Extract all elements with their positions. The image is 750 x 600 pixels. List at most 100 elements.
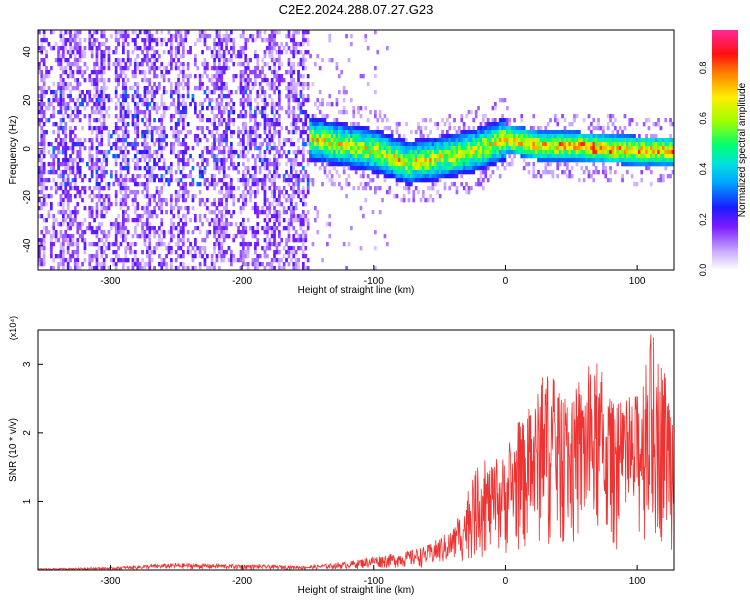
heatmap-cell: [225, 182, 228, 187]
heatmap-cell: [40, 178, 44, 183]
heatmap-cell: [158, 66, 161, 71]
heatmap-cell: [230, 146, 233, 151]
heatmap-cell: [38, 242, 41, 247]
heatmap-cell: [42, 198, 46, 203]
heatmap-cell: [561, 170, 564, 175]
heatmap-cell: [93, 66, 96, 71]
heatmap-cell: [426, 158, 430, 163]
heatmap-cell: [218, 246, 221, 251]
heatmap-cell: [105, 182, 108, 187]
heatmap-cell: [95, 210, 99, 215]
heatmap-cell: [354, 154, 358, 159]
heatmap-cell: [242, 222, 245, 227]
heatmap-cell: [64, 30, 68, 35]
heatmap-cell: [460, 134, 464, 139]
heatmap-cell: [215, 162, 219, 167]
heatmap-cell: [71, 74, 75, 79]
heatmap-cell: [285, 258, 288, 263]
heatmap-cell: [160, 218, 164, 223]
heatmap-cell: [220, 38, 224, 43]
heatmap-cell: [455, 150, 459, 155]
heatmap-cell: [194, 102, 197, 107]
heatmap-cell: [42, 114, 46, 119]
heatmap-cell: [88, 158, 92, 163]
heatmap-cell: [587, 146, 591, 151]
heatmap-cell: [544, 170, 548, 175]
heatmap-cell: [395, 162, 399, 167]
heatmap-cell: [256, 126, 260, 131]
heatmap-cell: [95, 182, 99, 187]
heatmap-cell: [112, 242, 116, 247]
heatmap-cell: [294, 258, 298, 263]
heatmap-cell: [390, 138, 394, 143]
heatmap-cell: [134, 154, 137, 159]
heatmap-cell: [558, 142, 562, 147]
heatmap-cell: [268, 162, 272, 167]
heatmap-cell: [254, 118, 257, 123]
heatmap-cell: [318, 102, 322, 107]
heatmap-cell: [530, 138, 533, 143]
heatmap-cell: [263, 158, 267, 163]
heatmap-cell: [302, 186, 305, 191]
heatmap-cell: [386, 142, 389, 147]
heatmap-cell: [592, 118, 596, 123]
heatmap-cell: [95, 258, 99, 263]
heatmap-cell: [599, 150, 603, 155]
heatmap-cell: [136, 218, 140, 223]
heatmap-cell: [167, 78, 171, 83]
heatmap-cell: [254, 170, 257, 175]
heatmap-cell: [239, 46, 243, 51]
heatmap-cell: [270, 98, 274, 103]
heatmap-cell: [186, 266, 190, 270]
heatmap-cell: [150, 38, 154, 43]
heatmap-cell: [100, 138, 104, 143]
heatmap-cell: [218, 86, 221, 91]
heatmap-cell: [40, 134, 44, 139]
heatmap-cell: [158, 86, 161, 91]
heatmap-cell: [292, 226, 296, 231]
heatmap-cell: [302, 58, 305, 63]
heatmap-cell: [458, 134, 461, 139]
heatmap-cell: [544, 126, 548, 131]
heatmap-cell: [582, 142, 586, 147]
heatmap-cell: [419, 198, 423, 203]
heatmap-cell: [338, 142, 341, 147]
heatmap-cell: [311, 154, 315, 159]
heatmap-cell: [458, 170, 461, 175]
heatmap-cell: [297, 258, 300, 263]
heatmap-cell: [215, 158, 219, 163]
heatmap-cell: [131, 262, 135, 267]
heatmap-cell: [400, 142, 404, 147]
heatmap-cell: [431, 146, 435, 151]
heatmap-cell: [563, 150, 567, 155]
heatmap-cell: [285, 170, 288, 175]
heatmap-cell: [458, 154, 461, 159]
heatmap-cell: [78, 70, 82, 75]
heatmap-cell: [278, 114, 281, 119]
heatmap-cell: [287, 254, 291, 259]
heatmap-cell: [350, 34, 353, 39]
heatmap-cell: [280, 266, 284, 270]
heatmap-cell: [57, 50, 60, 55]
heatmap-cell: [467, 130, 471, 135]
heatmap-cell: [333, 166, 336, 171]
heatmap-cell: [393, 150, 396, 155]
heatmap-cell: [158, 126, 161, 131]
heatmap-cell: [141, 258, 144, 263]
heatmap-cell: [59, 230, 63, 235]
heatmap-cell: [472, 162, 476, 167]
heatmap-cell: [530, 134, 533, 139]
heatmap-cell: [143, 222, 147, 227]
heatmap-cell: [210, 50, 214, 55]
chart-title: C2E2.2024.288.07.27.G23: [279, 2, 434, 17]
heatmap-cell: [122, 46, 125, 51]
heatmap-cell: [201, 198, 204, 203]
heatmap-cell: [362, 162, 365, 167]
heatmap-cell: [266, 122, 269, 127]
heatmap-cell: [62, 78, 65, 83]
heatmap-cell: [162, 130, 166, 135]
heatmap-cell: [256, 146, 260, 151]
heatmap-cell: [302, 138, 305, 143]
heatmap-cell: [153, 82, 156, 87]
heatmap-cell: [314, 126, 317, 131]
